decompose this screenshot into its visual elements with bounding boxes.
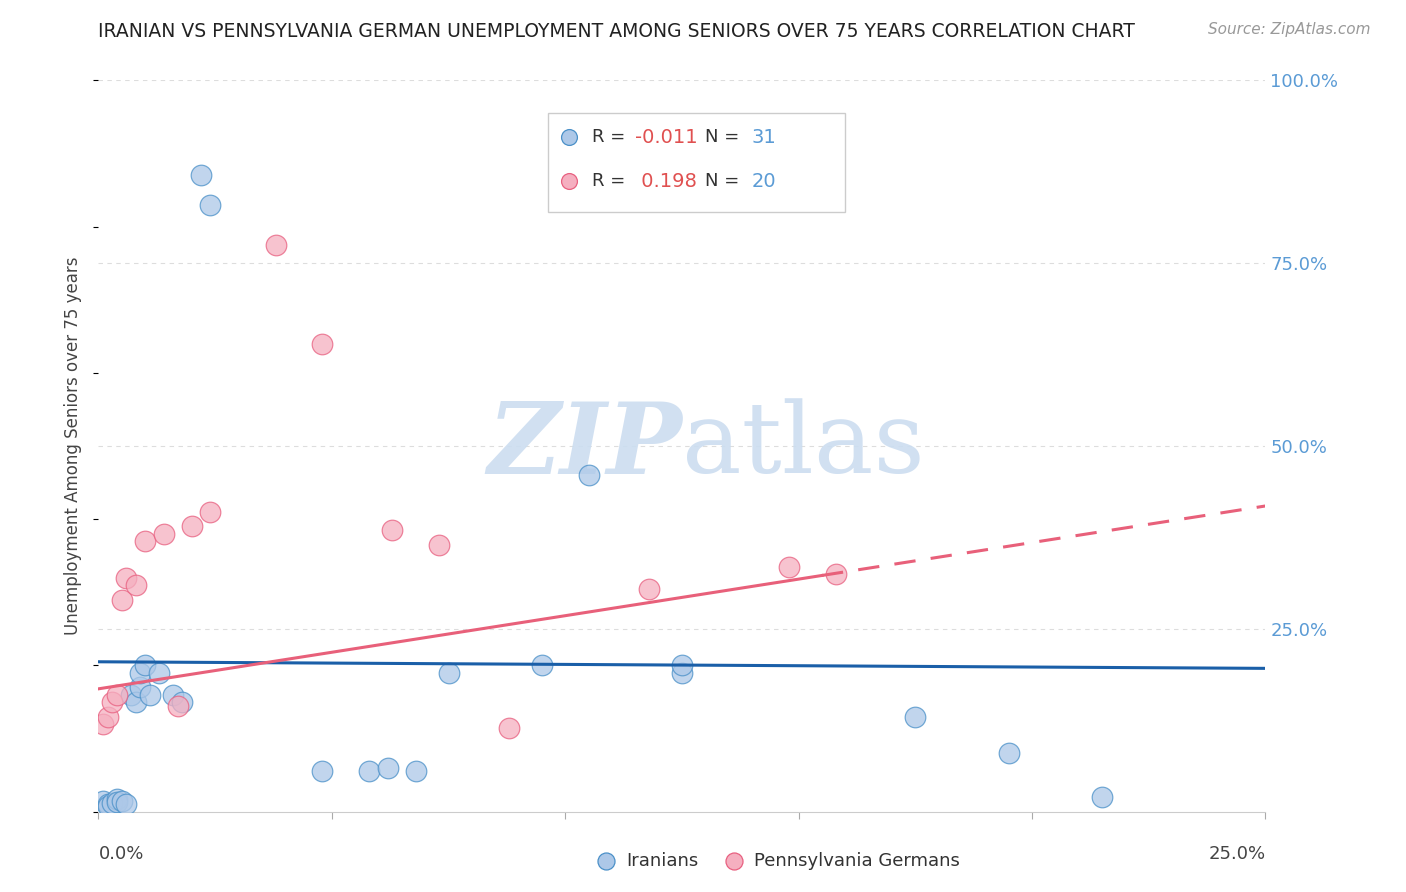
Point — [152, 526, 174, 541]
Text: R =: R = — [592, 172, 631, 190]
Point — [134, 658, 156, 673]
Point — [825, 567, 848, 582]
Text: R =: R = — [592, 128, 631, 146]
Point — [134, 534, 156, 549]
Point — [115, 797, 138, 812]
Point — [97, 798, 120, 813]
Text: ZIP: ZIP — [486, 398, 682, 494]
Text: N =: N = — [706, 172, 745, 190]
Point — [778, 559, 800, 574]
Point — [264, 238, 287, 252]
Point — [172, 695, 194, 709]
Point — [530, 658, 553, 673]
Text: 0.0%: 0.0% — [98, 845, 143, 863]
Point — [437, 665, 460, 680]
Point — [377, 761, 399, 775]
Point — [311, 764, 333, 779]
Point — [115, 571, 138, 585]
Point — [105, 791, 128, 805]
Point — [101, 695, 124, 709]
Text: IRANIAN VS PENNSYLVANIA GERMAN UNEMPLOYMENT AMONG SENIORS OVER 75 YEARS CORRELAT: IRANIAN VS PENNSYLVANIA GERMAN UNEMPLOYM… — [98, 22, 1135, 41]
Point — [904, 709, 927, 723]
Point — [125, 578, 148, 592]
Point — [405, 764, 427, 779]
Text: Iranians: Iranians — [626, 853, 699, 871]
Text: -0.011: -0.011 — [636, 128, 697, 147]
Point — [91, 794, 114, 808]
Point — [148, 665, 170, 680]
Point — [381, 523, 404, 537]
Point — [105, 795, 128, 809]
Point — [111, 592, 134, 607]
Text: atlas: atlas — [682, 398, 925, 494]
Point — [105, 688, 128, 702]
Point — [180, 519, 202, 533]
Point — [111, 794, 134, 808]
Text: N =: N = — [706, 128, 745, 146]
Point — [311, 336, 333, 351]
Point — [101, 796, 124, 810]
FancyBboxPatch shape — [548, 113, 845, 212]
Point — [129, 681, 152, 695]
Text: Pennsylvania Germans: Pennsylvania Germans — [754, 853, 960, 871]
Point — [200, 197, 222, 211]
Y-axis label: Unemployment Among Seniors over 75 years: Unemployment Among Seniors over 75 years — [65, 257, 83, 635]
Text: 20: 20 — [752, 172, 776, 191]
Point — [162, 688, 184, 702]
Point — [91, 717, 114, 731]
Point — [139, 688, 162, 702]
Point — [671, 665, 693, 680]
Point — [120, 688, 142, 702]
Text: 0.198: 0.198 — [636, 172, 697, 191]
Point — [638, 582, 661, 596]
Point — [359, 764, 381, 779]
Point — [200, 505, 222, 519]
Point — [427, 538, 450, 552]
Point — [125, 695, 148, 709]
Point — [129, 665, 152, 680]
Point — [578, 468, 600, 483]
Text: 31: 31 — [752, 128, 776, 147]
Point — [190, 169, 212, 183]
Text: 25.0%: 25.0% — [1208, 845, 1265, 863]
Point — [97, 709, 120, 723]
Text: Source: ZipAtlas.com: Source: ZipAtlas.com — [1208, 22, 1371, 37]
Point — [97, 797, 120, 812]
Point — [997, 746, 1019, 760]
Point — [671, 658, 693, 673]
Point — [166, 698, 188, 713]
Point — [1091, 790, 1114, 805]
Point — [498, 721, 520, 735]
